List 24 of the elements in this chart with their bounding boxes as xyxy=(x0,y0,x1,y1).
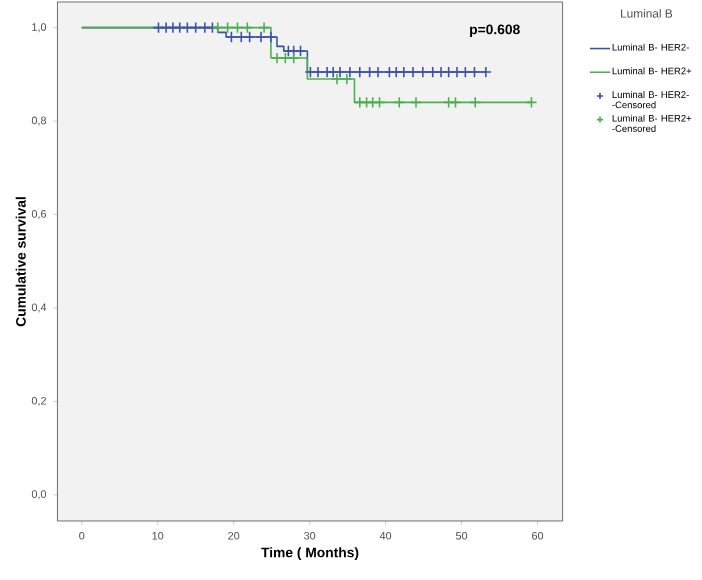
point xyxy=(373,96,386,109)
point xyxy=(181,21,194,34)
point xyxy=(160,21,173,34)
point xyxy=(225,30,238,43)
point xyxy=(173,21,186,34)
point xyxy=(255,30,267,43)
point xyxy=(189,21,202,34)
point xyxy=(366,96,379,109)
point xyxy=(221,21,234,34)
point xyxy=(231,21,244,34)
point xyxy=(449,96,462,109)
point xyxy=(360,96,373,109)
point xyxy=(198,21,211,34)
point xyxy=(241,21,254,34)
point xyxy=(393,96,406,109)
point xyxy=(211,21,224,34)
point xyxy=(166,21,179,34)
point xyxy=(410,96,422,109)
point xyxy=(152,21,165,34)
point xyxy=(469,96,482,109)
point xyxy=(442,96,455,109)
point xyxy=(353,96,366,109)
point xyxy=(258,21,270,34)
point xyxy=(294,44,307,57)
